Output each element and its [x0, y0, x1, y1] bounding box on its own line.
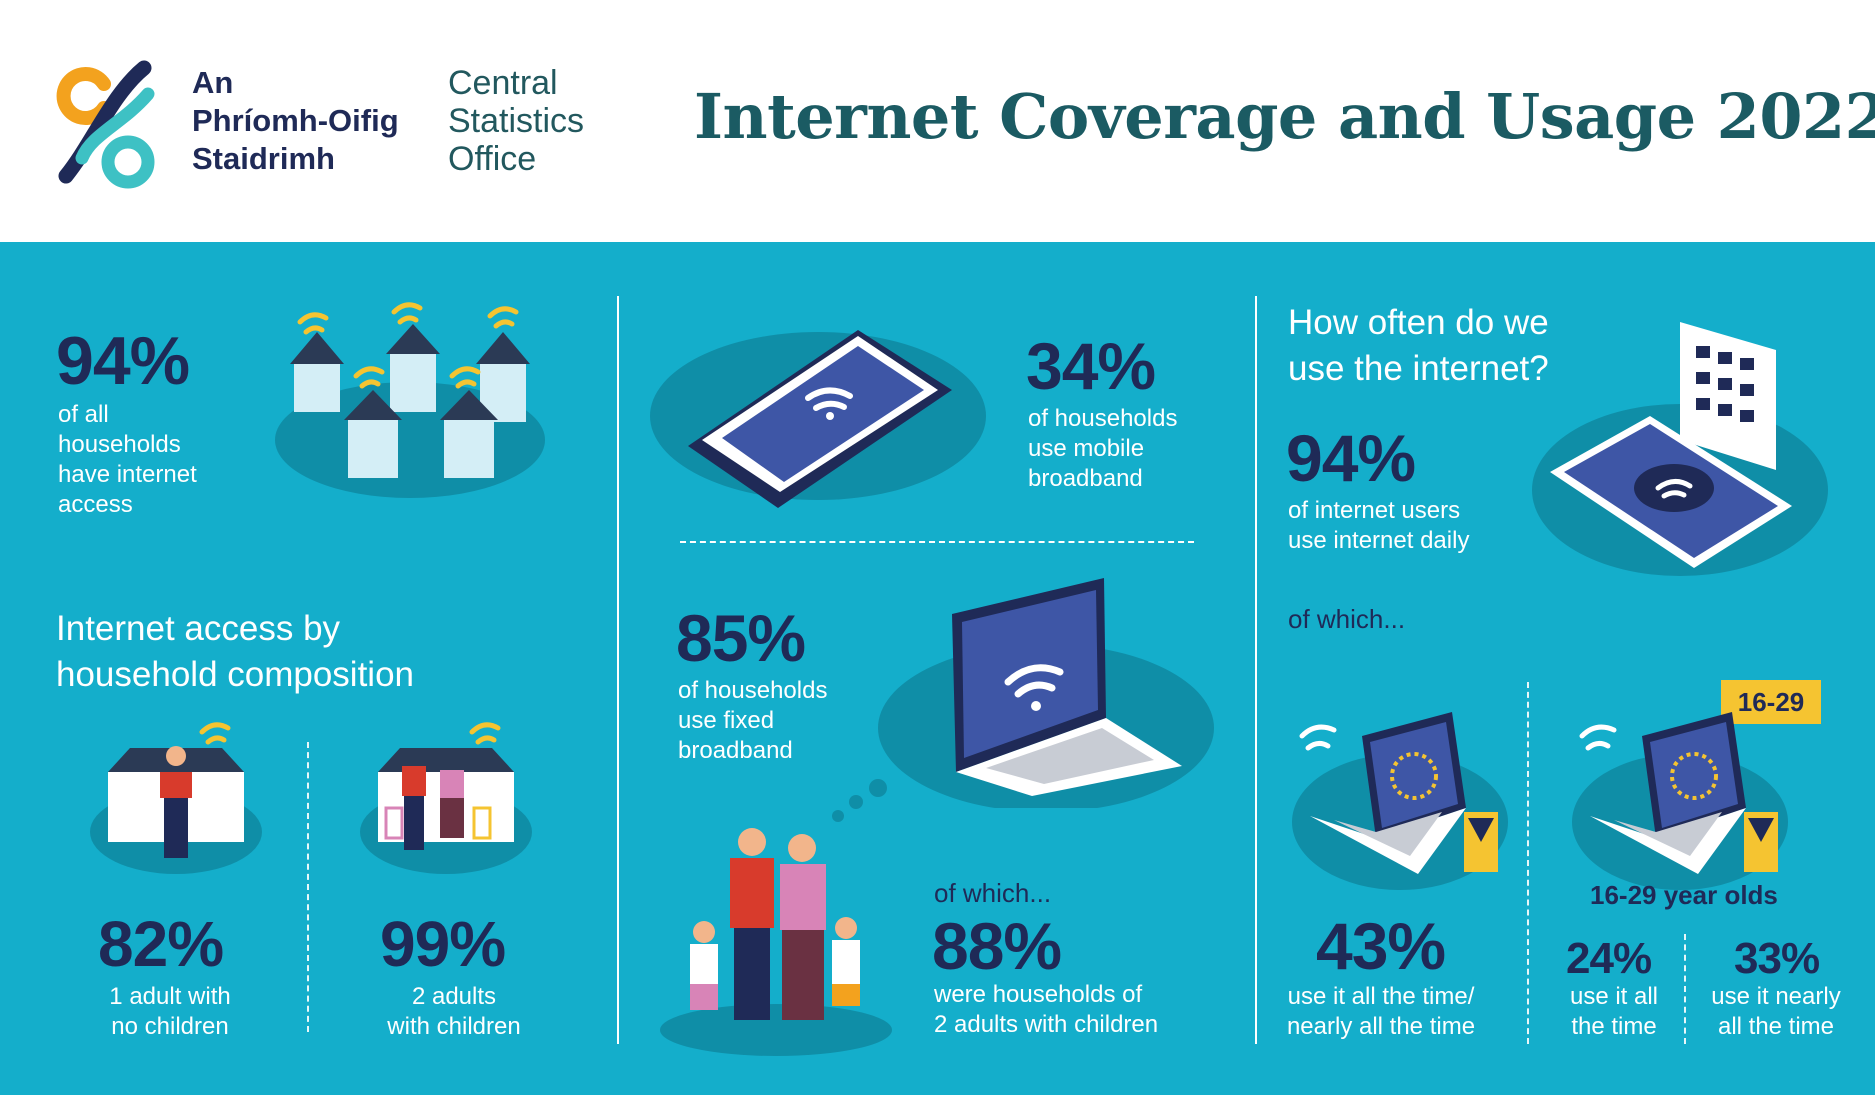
young-all-time-percent: 24%: [1566, 934, 1652, 983]
laptop-wifi-illustration: [878, 578, 1214, 808]
all-time-caption: use it all the time/ nearly all the time: [1286, 983, 1476, 1040]
young-nearly-percent: 33%: [1734, 934, 1820, 983]
column-divider: [617, 296, 619, 1044]
composition-heading: Internet access by household composition: [56, 609, 415, 694]
daily-caption: of internet users use internet daily: [1288, 497, 1470, 554]
thought-dots-icon: [832, 779, 887, 822]
broadband-divider: [680, 541, 1194, 543]
cso-logo-icon: [56, 60, 155, 189]
family-caption: 2 adults with children: [387, 983, 521, 1040]
age-badge: 16-29: [1721, 680, 1821, 724]
phone-calendar-illustration: [1532, 322, 1828, 576]
mobile-percent: 34%: [1026, 329, 1156, 403]
usage-heading: How often do we use the internet?: [1288, 303, 1549, 388]
houses-with-wifi-illustration: [275, 302, 545, 498]
households-caption: of all households have internet access: [58, 401, 197, 518]
fixed-caption: of households use fixed broadband: [678, 677, 828, 764]
laptop-clock-hourglass-illustration: [1572, 712, 1788, 890]
usage-divider: [1527, 682, 1529, 1044]
single-adult-house-illustration: [90, 722, 262, 874]
page-title: Internet Coverage and Usage 2022: [694, 80, 1875, 153]
mobile-caption: of households use mobile broadband: [1028, 405, 1178, 492]
infographic-panel: 94% of all households have internet acce…: [0, 242, 1875, 1095]
laptop-clock-hourglass-illustration: [1292, 712, 1508, 890]
fixed-percent: 85%: [676, 601, 806, 675]
usage-of-which: of which...: [1288, 604, 1406, 634]
daily-percent: 94%: [1286, 421, 1416, 495]
households-percent: 94%: [56, 323, 190, 399]
column-divider: [1255, 296, 1257, 1044]
header: An Phríomh-Oifig Staidrimh Central Stati…: [0, 0, 1875, 242]
age-group-label: 16-29 year olds: [1590, 880, 1778, 910]
all-time-percent: 43%: [1316, 909, 1446, 983]
fixed-family-percent: 88%: [932, 909, 1062, 983]
fixed-of-which: of which...: [934, 878, 1052, 908]
single-adult-percent: 82%: [98, 908, 224, 980]
family-house-illustration: [360, 722, 532, 874]
logo-english-name: Central Statistics Office: [448, 64, 585, 178]
young-divider: [1684, 934, 1686, 1044]
logo-irish-name: An Phríomh-Oifig Staidrimh: [192, 65, 399, 176]
fixed-family-caption: were households of 2 adults with childre…: [934, 981, 1159, 1038]
young-all-time-caption: use it all the time: [1569, 983, 1659, 1040]
single-adult-caption: 1 adult with no children: [109, 983, 231, 1040]
composition-divider: [307, 742, 309, 1032]
family-percent: 99%: [380, 908, 506, 980]
smartphone-wifi-illustration: [650, 330, 986, 508]
family-illustration: [660, 828, 892, 1056]
young-nearly-caption: use it nearly all the time: [1711, 983, 1841, 1040]
